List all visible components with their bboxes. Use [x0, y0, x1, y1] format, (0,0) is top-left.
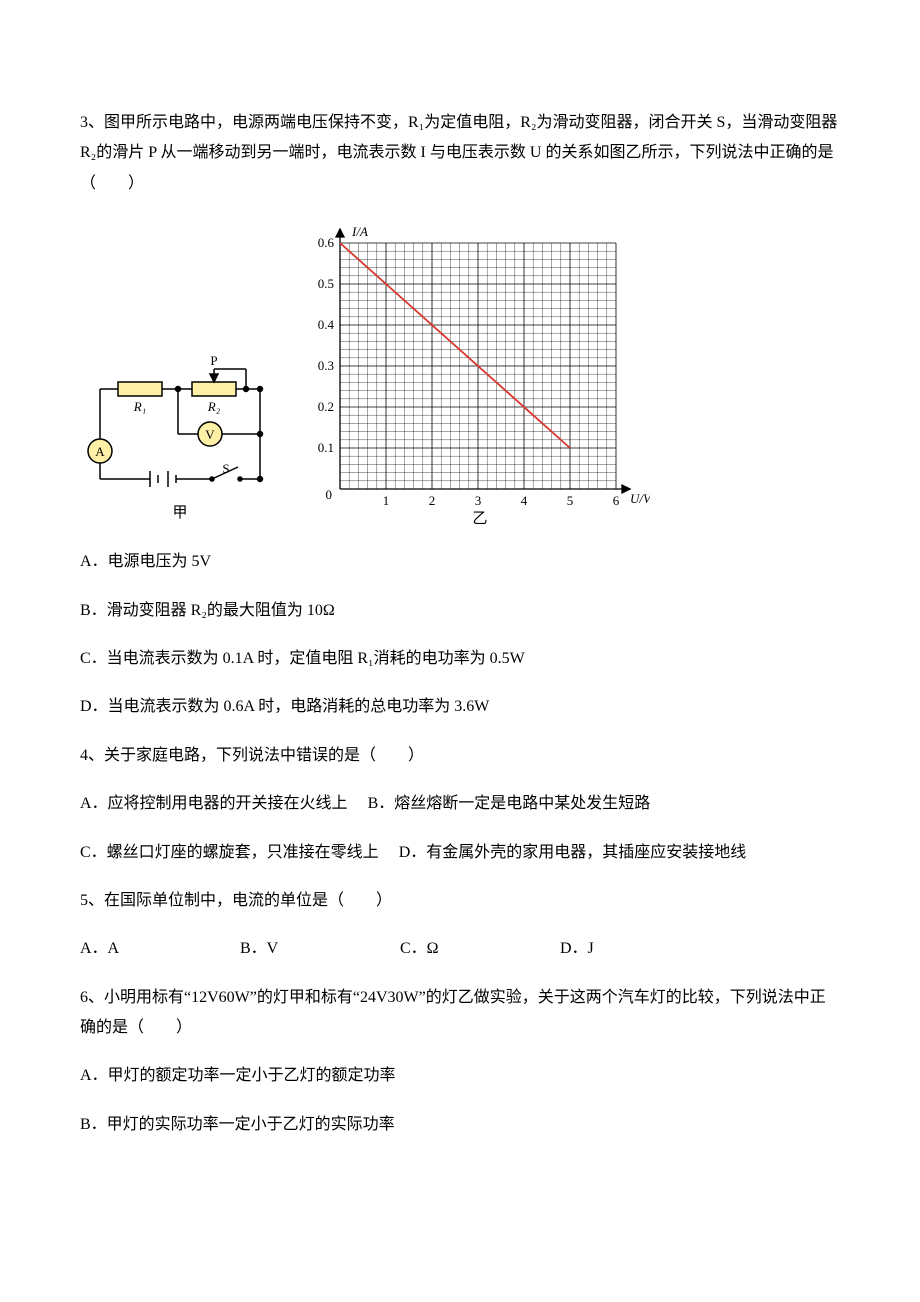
iv-chart: 1 2 3 4 5 6 0.1 0.2 0.3 0.4 0.5 0.6 0 I/A U/V 乙 [290, 219, 650, 529]
q5-optA: A．A [80, 934, 240, 964]
svg-text:6: 6 [613, 493, 620, 508]
p-label: P [210, 353, 217, 368]
q3-figures: A V R₁ R₂ P S 甲 1 2 3 4 5 6 0.1 0.2 0.3 0.4 0.5 0.… [80, 219, 840, 529]
q3-optD: D．当电流表示数为 0.6A 时，电路消耗的总电功率为 3.6W [80, 692, 840, 722]
q3-stem: 3、图甲所示电路中，电源两端电压保持不变，R₁为定值电阻，R₂为滑动变阻器，闭合… [80, 108, 840, 199]
q5-optB: B．V [240, 934, 400, 964]
chart-caption: 乙 [472, 511, 487, 527]
q5-stem: 5、在国际单位制中，电流的单位是（ ） [80, 886, 840, 916]
s-label: S [222, 461, 229, 476]
q6-stem: 6、小明用标有“12V60W”的灯甲和标有“24V30W”的灯乙做实验，关于这两… [80, 983, 840, 1044]
q3-optC: C．当电流表示数为 0.1A 时，定值电阻 R₁消耗的电功率为 0.5W [80, 644, 840, 674]
origin-label: 0 [326, 487, 333, 502]
q4-optC: C．螺丝口灯座的螺旋套，只准接在零线上 [80, 844, 379, 861]
svg-text:0.5: 0.5 [318, 276, 334, 291]
svg-text:0.1: 0.1 [318, 440, 334, 455]
svg-text:3: 3 [475, 493, 482, 508]
q4-optB: B．熔丝熔断一定是电路中某处发生短路 [368, 795, 651, 812]
svg-text:1: 1 [383, 493, 390, 508]
x-axis-label: U/V [630, 491, 650, 506]
q4-optD: D．有金属外壳的家用电器，其插座应安装接地线 [399, 844, 747, 861]
r1-label: R₁ [133, 399, 146, 414]
r2-label: R₂ [207, 399, 221, 414]
q5-optC: C．Ω [400, 934, 560, 964]
svg-text:0.3: 0.3 [318, 358, 334, 373]
voltmeter-label: V [205, 427, 215, 442]
circuit-caption: 甲 [172, 505, 187, 521]
circuit-diagram: A V R₁ R₂ P S 甲 [80, 339, 270, 529]
q6-optB: B．甲灯的实际功率一定小于乙灯的实际功率 [80, 1110, 840, 1140]
q3-optB: B．滑动变阻器 R₂的最大阻值为 10Ω [80, 596, 840, 626]
ammeter-label: A [95, 444, 105, 459]
q4-optA: A．应将控制用电器的开关接在火线上 [80, 795, 348, 812]
svg-text:0.4: 0.4 [318, 317, 335, 332]
q5-options: A．A B．V C．Ω D．J [80, 934, 840, 964]
q4-row1: A．应将控制用电器的开关接在火线上 B．熔丝熔断一定是电路中某处发生短路 [80, 789, 840, 819]
svg-text:2: 2 [429, 493, 436, 508]
svg-text:5: 5 [567, 493, 574, 508]
q3-optA: A．电源电压为 5V [80, 547, 840, 577]
svg-text:0.2: 0.2 [318, 399, 334, 414]
q3-options: A．电源电压为 5V B．滑动变阻器 R₂的最大阻值为 10Ω C．当电流表示数… [80, 547, 840, 723]
y-axis-label: I/A [351, 224, 368, 239]
svg-text:0.6: 0.6 [318, 235, 335, 250]
q5-optD: D．J [560, 934, 720, 964]
q6-optA: A．甲灯的额定功率一定小于乙灯的额定功率 [80, 1061, 840, 1091]
q4-row2: C．螺丝口灯座的螺旋套，只准接在零线上 D．有金属外壳的家用电器，其插座应安装接… [80, 838, 840, 868]
q4-stem: 4、关于家庭电路，下列说法中错误的是（ ） [80, 741, 840, 771]
svg-text:4: 4 [521, 493, 528, 508]
